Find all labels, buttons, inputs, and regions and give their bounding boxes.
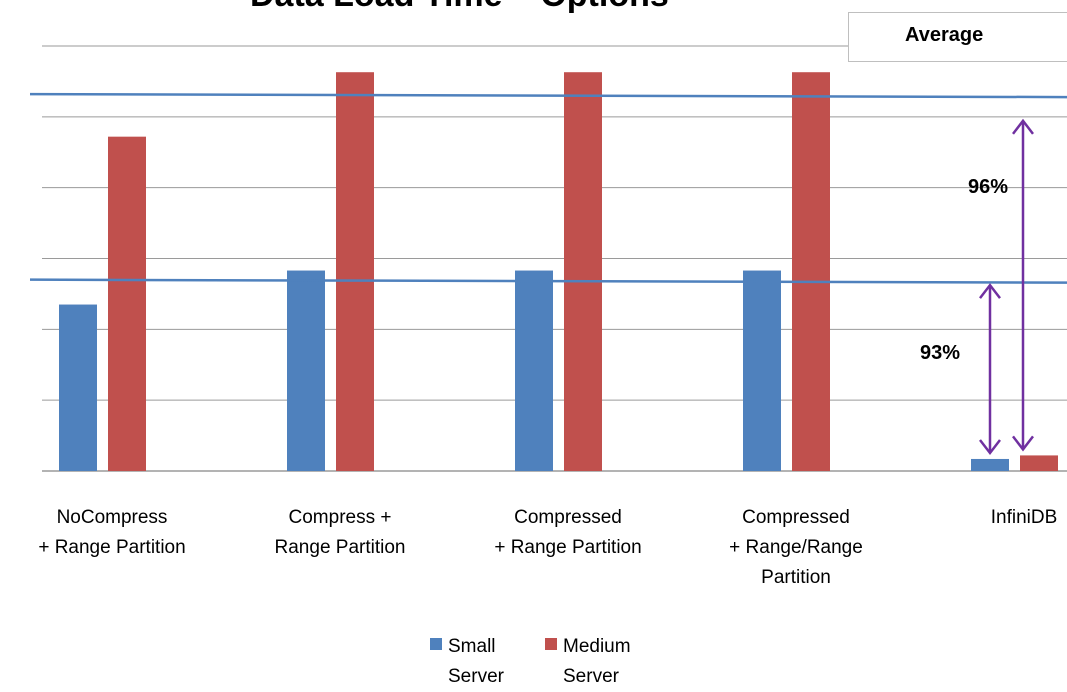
bar-medium-server-0 [108, 136, 146, 471]
annotation-arrowhead-top-1 [1012, 118, 1034, 135]
annotation-label-1: 96% [968, 175, 1009, 198]
bar-medium-server-2 [564, 72, 602, 471]
bar-small-server-0 [59, 304, 97, 471]
bar-medium-server-3 [792, 72, 830, 471]
average-line-medium-server [29, 92, 1067, 99]
average-line-small-server [29, 278, 1067, 284]
legend-swatch-medium-server [545, 638, 557, 650]
category-label-3: Compressed + Range/Range Partition [729, 507, 863, 588]
bar-medium-server-1 [336, 72, 374, 471]
chart-title: Data Load Time – Options [250, 0, 669, 15]
legend-swatch-small-server [430, 638, 442, 650]
annotation-label-0: 93% [920, 342, 961, 365]
category-label-1: Compress + Range Partition [274, 507, 406, 558]
category-label-0: NoCompress + Range Partition [38, 507, 186, 558]
annotation-arrowhead-top-0 [979, 283, 1001, 299]
average-label-box [848, 12, 1067, 62]
average-label: Average [905, 24, 984, 46]
legend-label-small-server: Small Server [448, 636, 504, 687]
annotation-arrowhead-bottom-0 [979, 439, 1001, 456]
bar-small-server-1 [287, 270, 325, 471]
annotation-arrowhead-bottom-1 [1012, 435, 1034, 452]
legend-label-medium-server: Medium Server [563, 636, 631, 687]
bar-small-server-4 [971, 458, 1009, 471]
category-label-4: InfiniDB [990, 507, 1058, 528]
bar-small-server-3 [743, 270, 781, 471]
category-label-2: Compressed + Range Partition [494, 507, 642, 558]
bar-medium-server-4 [1020, 455, 1058, 471]
bar-small-server-2 [515, 270, 553, 471]
